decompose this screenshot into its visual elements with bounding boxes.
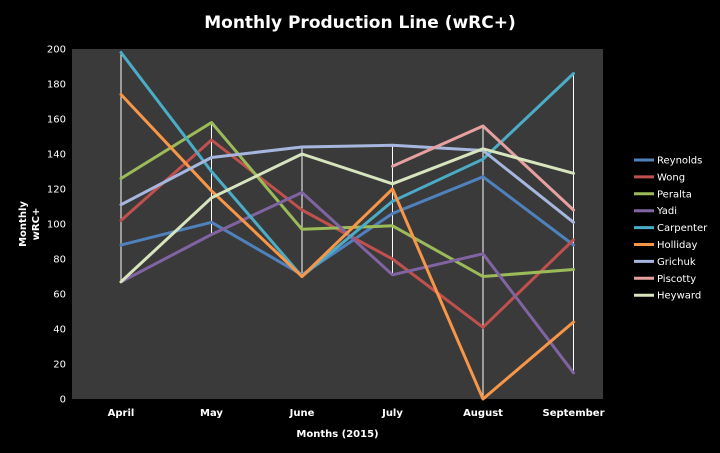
legend-label-grichuk: Grichuk <box>657 257 696 268</box>
x-tick-label: August <box>463 408 503 419</box>
legend-label-carpenter: Carpenter <box>657 223 708 234</box>
series-line-piscotty <box>391 124 575 212</box>
y-axis-title: Monthly wRC+ <box>18 201 42 247</box>
series-line-holliday <box>119 93 575 401</box>
legend: Reynolds Wong Peralta Yadi Carpenter Holliday… <box>634 156 708 302</box>
y-tick-label: 140 <box>47 150 66 161</box>
y-axis-title-line-1: Monthly <box>18 201 29 247</box>
legend-label-reynolds: Reynolds <box>657 156 702 167</box>
x-axis-ticks: April May June July August September <box>108 408 605 419</box>
y-tick-label: 60 <box>53 290 66 301</box>
x-tick-label: June <box>289 408 315 419</box>
legend-label-piscotty: Piscotty <box>657 274 696 285</box>
y-tick-label: 160 <box>47 115 66 126</box>
series-line-carpenter <box>119 51 575 278</box>
y-axis-title-line-2: wRC+ <box>31 208 42 241</box>
legend-label-wong: Wong <box>657 172 685 183</box>
y-tick-label: 40 <box>53 325 66 336</box>
legend-label-holliday: Holliday <box>657 240 697 251</box>
y-tick-label: 200 <box>47 45 66 56</box>
y-axis-ticks: 0 20 40 60 80 100 120 140 160 180 200 <box>47 45 66 406</box>
y-tick-label: 120 <box>47 185 66 196</box>
y-tick-label: 20 <box>53 360 66 371</box>
legend-label-yadi: Yadi <box>656 206 677 217</box>
y-tick-label: 80 <box>53 255 66 266</box>
series-line-reynolds <box>119 175 575 277</box>
x-axis-title: Months (2015) <box>296 429 378 440</box>
y-tick-label: 100 <box>47 220 66 231</box>
series-lines <box>119 51 575 401</box>
y-tick-label: 180 <box>47 80 66 91</box>
y-tick-label: 0 <box>60 395 66 406</box>
x-tick-label: September <box>543 408 605 419</box>
x-tick-label: July <box>381 408 403 419</box>
series-line-grichuk <box>119 143 575 224</box>
chart-title: Monthly Production Line (wRC+) <box>204 13 516 33</box>
series-line-heyward <box>119 147 575 284</box>
legend-label-peralta: Peralta <box>657 189 692 200</box>
x-tick-label: April <box>108 408 135 419</box>
legend-label-heyward: Heyward <box>657 291 701 302</box>
x-tick-label: May <box>200 408 223 419</box>
